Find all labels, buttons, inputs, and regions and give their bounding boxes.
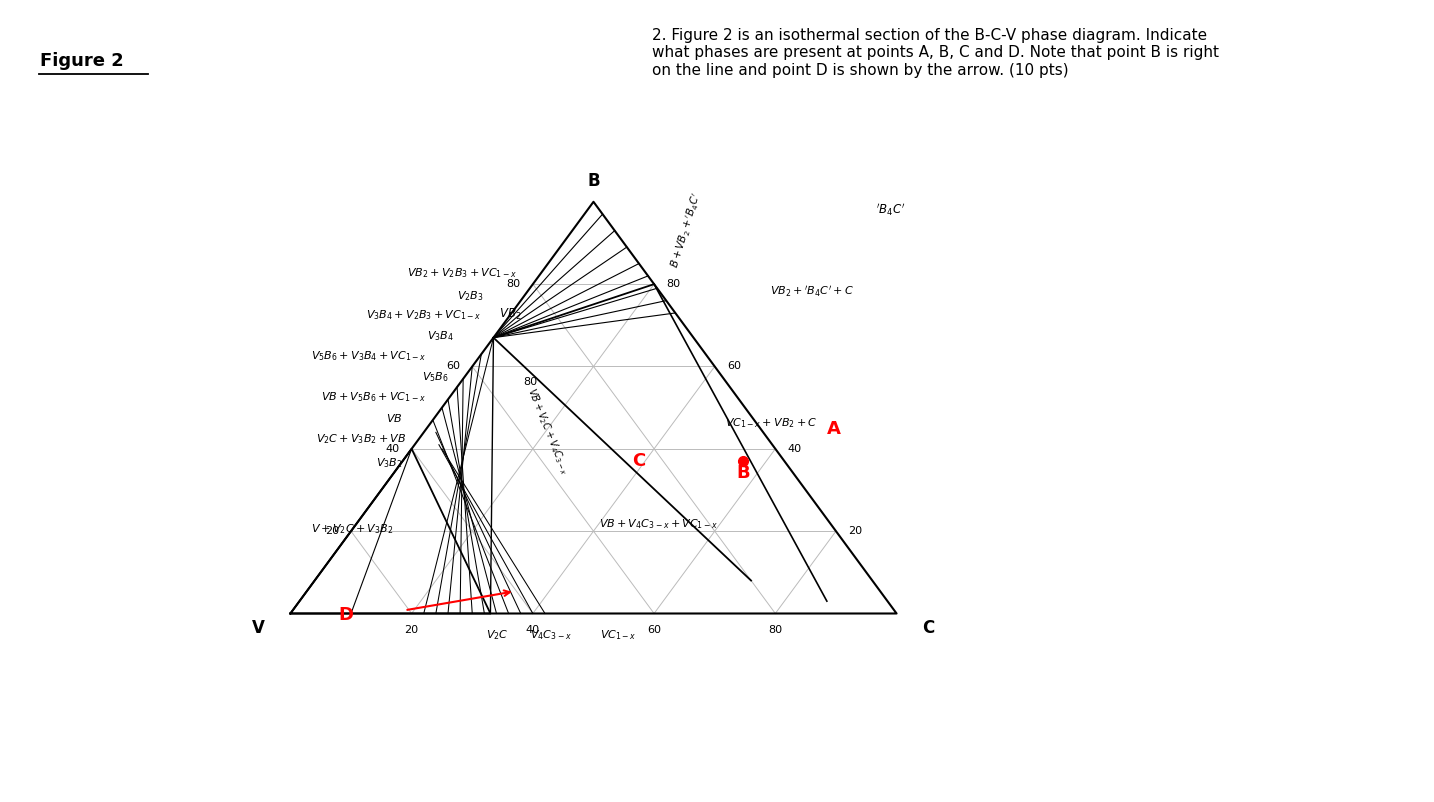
- Text: $V_3B_4+V_2B_3+VC_{1-x}$: $V_3B_4+V_2B_3+VC_{1-x}$: [366, 309, 482, 322]
- Text: 2. Figure 2 is an isothermal section of the B-C-V phase diagram. Indicate
what p: 2. Figure 2 is an isothermal section of …: [652, 28, 1219, 78]
- Text: A: A: [827, 419, 840, 438]
- Text: $V_5B_6+V_3B_4+VC_{1-x}$: $V_5B_6+V_3B_4+VC_{1-x}$: [311, 350, 426, 363]
- Text: $VB+V_4C_{3-x}+VC_{1-x}$: $VB+V_4C_{3-x}+VC_{1-x}$: [598, 516, 717, 531]
- Text: $VB_2$: $VB_2$: [499, 306, 521, 322]
- Text: $V_5B_6$: $V_5B_6$: [422, 371, 449, 384]
- Text: $V_4C_{3-x}$: $V_4C_{3-x}$: [531, 628, 572, 642]
- Text: $VB+V_5B_6+VC_{1-x}$: $VB+V_5B_6+VC_{1-x}$: [321, 391, 426, 404]
- Text: $VC_{1-x}$: $VC_{1-x}$: [601, 628, 637, 642]
- Text: 40: 40: [526, 625, 541, 635]
- Text: $VC_{1-x}+VB_2+C$: $VC_{1-x}+VB_2+C$: [724, 416, 817, 431]
- Text: $VB_2+{}'B_4C'+C$: $VB_2+{}'B_4C'+C$: [770, 284, 855, 299]
- Text: 20: 20: [324, 526, 338, 537]
- Text: $VB+V_2C+V_4C_{3-x}$: $VB+V_2C+V_4C_{3-x}$: [525, 386, 572, 476]
- Text: B: B: [736, 464, 750, 482]
- Text: $'B_4C'$: $'B_4C'$: [876, 201, 906, 218]
- Text: C: C: [632, 452, 645, 471]
- Text: $VB_2+V_2B_3+VC_{1-x}$: $VB_2+V_2B_3+VC_{1-x}$: [407, 266, 516, 280]
- Text: 80: 80: [506, 279, 521, 290]
- Text: $V_2B_3$: $V_2B_3$: [457, 289, 483, 302]
- Text: $V_2C+V_3B_2+VB$: $V_2C+V_3B_2+VB$: [315, 432, 406, 446]
- Text: Figure 2: Figure 2: [40, 52, 123, 70]
- Text: 60: 60: [647, 625, 661, 635]
- Text: $V_3B_4$: $V_3B_4$: [427, 330, 453, 343]
- Text: 60: 60: [446, 362, 460, 371]
- Text: V: V: [252, 619, 265, 637]
- Text: 20: 20: [847, 526, 862, 537]
- Text: 80: 80: [523, 377, 536, 387]
- Text: 20: 20: [404, 625, 419, 635]
- Text: C: C: [922, 619, 934, 637]
- Text: 60: 60: [727, 362, 741, 371]
- Text: 80: 80: [769, 625, 783, 635]
- Text: $V_3B_2$: $V_3B_2$: [376, 456, 403, 470]
- Text: $V_2C$: $V_2C$: [486, 628, 509, 642]
- Text: $VB$: $VB$: [386, 412, 403, 424]
- Text: D: D: [338, 606, 353, 623]
- Text: $B+VB_2+{}'B_4C'$: $B+VB_2+{}'B_4C'$: [668, 192, 704, 270]
- Text: B: B: [587, 172, 599, 190]
- Text: 40: 40: [787, 444, 802, 454]
- Text: 80: 80: [667, 279, 680, 290]
- Text: 40: 40: [386, 444, 400, 454]
- Text: $V+V_2C+V_3B_2$: $V+V_2C+V_3B_2$: [311, 522, 393, 536]
